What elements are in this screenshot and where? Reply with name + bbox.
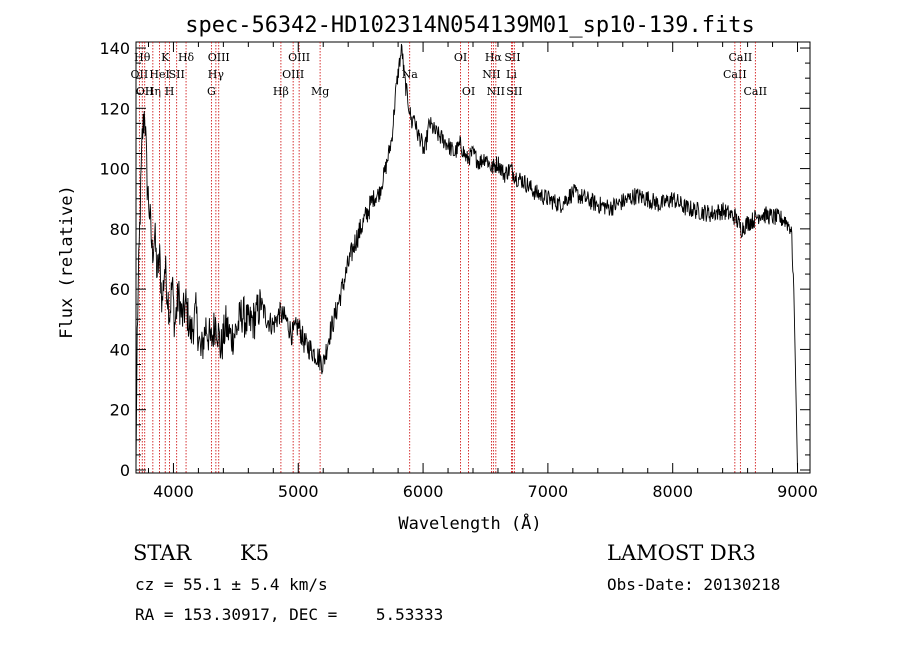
line-marker-label: OI [454, 51, 467, 64]
flux-line [135, 43, 798, 471]
line-marker-label: Mg [311, 85, 329, 98]
coordinates-text: RA = 153.30917, DEC = 5.53333 [135, 605, 443, 624]
survey-name: LAMOST DR3 [607, 541, 756, 565]
line-marker-label: OII [131, 68, 149, 81]
line-marker-label: SII [169, 68, 185, 81]
x-tick-label: 4000 [153, 482, 194, 501]
obs-date-text: Obs-Date: 20130218 [607, 575, 780, 594]
y-tick-label: 100 [99, 160, 130, 179]
line-marker-label: Na [402, 68, 419, 81]
line-marker-label: Hβ [273, 85, 289, 98]
chart-title: spec-56342-HD102314N054139M01_sp10-139.f… [185, 13, 755, 38]
y-tick-label: 80 [110, 220, 130, 239]
line-marker-label: SII [504, 51, 520, 64]
y-tick-label: 140 [99, 39, 130, 58]
plot-frame [135, 41, 811, 474]
line-marker-label: Hα [485, 51, 503, 64]
line-marker-label: NII [487, 85, 505, 98]
y-tick-label: 40 [110, 340, 130, 359]
plot-area-border [135, 41, 811, 474]
line-marker-label: OIII [288, 51, 310, 64]
line-marker-label: CaII [723, 68, 747, 81]
x-tick-label: 9000 [777, 482, 818, 501]
x-tick-label: 6000 [403, 482, 444, 501]
line-marker-label: OI [462, 85, 475, 98]
line-marker-label: CaII [743, 85, 767, 98]
line-marker-label: OIII [208, 51, 230, 64]
y-tick-label: 20 [110, 401, 130, 420]
line-marker-label: HeI [149, 68, 169, 81]
y-axis-label: Flux (relative) [57, 185, 77, 339]
redshift-text: cz = 55.1 ± 5.4 km/s [135, 575, 328, 594]
line-marker-label: Hη [145, 85, 161, 98]
line-markers: OIIHθOIIHηHeIKHSIIHδGHγOIIIHβOIIIOIIIMgN… [131, 42, 767, 473]
spectral-subclass: K5 [240, 541, 269, 565]
line-marker-label: OII [136, 85, 154, 98]
y-tick-label: 0 [120, 461, 130, 480]
line-marker-label: CaII [729, 51, 753, 64]
line-marker-label: Hθ [134, 51, 151, 64]
y-tick-label: 60 [110, 280, 130, 299]
line-marker-label: OIII [282, 68, 304, 81]
x-axis-label: Wavelength (Å) [398, 512, 541, 534]
object-class: STAR [133, 541, 192, 565]
flux-series [135, 43, 798, 471]
axis-ticks: 4000 5000 6000 7000 8000 9000 0 20 40 60 80 100 120 1… [99, 39, 817, 501]
line-marker-label: Hδ [178, 51, 195, 64]
x-tick-label: 5000 [278, 482, 319, 501]
line-marker-label: G [207, 85, 216, 98]
line-marker-label: NII [482, 68, 500, 81]
line-marker-label: K [161, 51, 170, 64]
x-tick-label: 7000 [528, 482, 569, 501]
y-tick-label: 120 [99, 99, 130, 118]
line-marker-label: H [165, 85, 175, 98]
line-marker-label: Hγ [208, 68, 225, 81]
line-marker-label: Li [506, 68, 517, 81]
line-marker-label: SII [506, 85, 522, 98]
x-tick-label: 8000 [652, 482, 693, 501]
